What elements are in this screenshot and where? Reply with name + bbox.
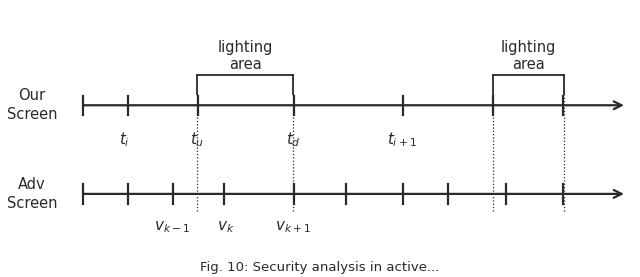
Text: $t_u$: $t_u$ — [190, 130, 204, 149]
Text: $v_{k+1}$: $v_{k+1}$ — [275, 219, 311, 235]
Text: $v_k$: $v_k$ — [216, 219, 234, 235]
Text: $t_d$: $t_d$ — [285, 130, 301, 149]
Text: $v_{k-1}$: $v_{k-1}$ — [154, 219, 189, 235]
Text: $t_{i+1}$: $t_{i+1}$ — [387, 130, 417, 149]
Text: lighting
area: lighting area — [218, 40, 273, 72]
Text: Adv
Screen: Adv Screen — [7, 177, 57, 211]
Text: Fig. 10: Security analysis in active...: Fig. 10: Security analysis in active... — [200, 261, 440, 274]
Text: $t_i$: $t_i$ — [119, 130, 131, 149]
Text: Our
Screen: Our Screen — [7, 88, 57, 122]
Text: lighting
area: lighting area — [501, 40, 556, 72]
